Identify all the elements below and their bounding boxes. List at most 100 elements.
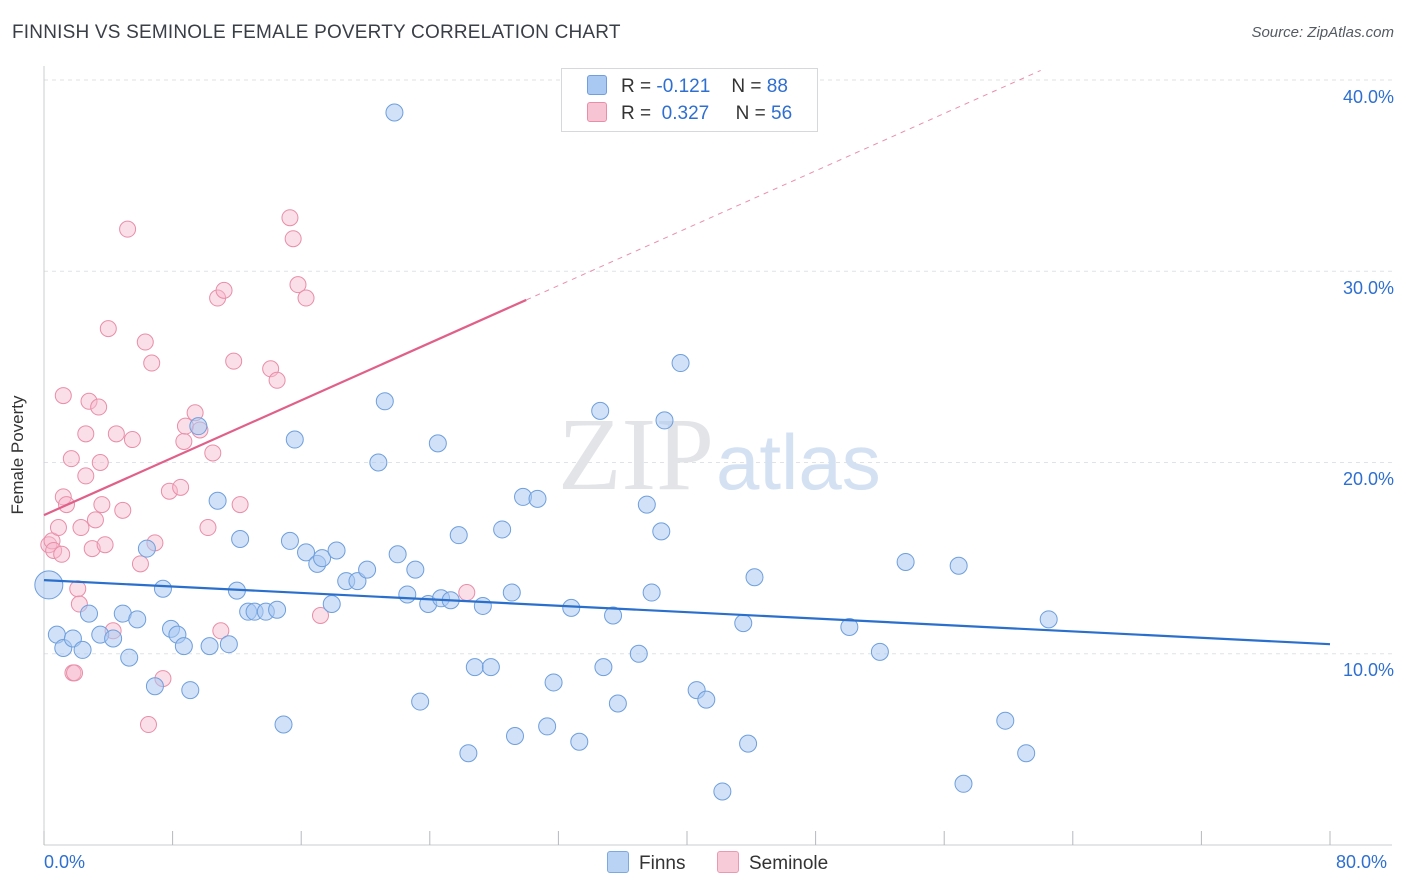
seminole-point	[93, 496, 111, 514]
finns-point	[570, 732, 589, 751]
seminole-point	[311, 607, 329, 624]
seminole-point	[86, 511, 104, 529]
y-tick-label-40: 40.0%	[1342, 87, 1394, 107]
finns-point	[591, 401, 610, 420]
series-legend: Finns Seminole	[0, 851, 1406, 877]
finns-point	[502, 583, 521, 602]
seminole-point	[215, 281, 233, 299]
finns-n-value: 88	[766, 76, 788, 97]
finns-point	[174, 637, 193, 656]
legend-item-seminole[interactable]: Seminole	[717, 851, 828, 877]
seminole-r-value: 0.327	[661, 103, 710, 124]
y-tick-label-20: 20.0%	[1342, 469, 1394, 489]
finns-r-label: R =	[621, 76, 652, 97]
finns-point	[327, 541, 346, 560]
seminole-point	[172, 478, 190, 496]
seminole-points	[40, 209, 476, 734]
finns-point	[385, 103, 404, 122]
finns-point	[375, 392, 394, 411]
finns-point	[734, 614, 753, 633]
finns-point	[285, 430, 304, 449]
seminole-legend-label: Seminole	[749, 853, 829, 874]
chart-title: FINNISH VS SEMINOLE FEMALE POVERTY CORRE…	[12, 22, 621, 43]
watermark-zip: ZIP	[558, 397, 714, 512]
finns-point	[73, 640, 92, 659]
correlation-legend: R = -0.121 N = 88 R = 0.327 N = 56	[561, 68, 818, 132]
finns-point	[104, 629, 123, 648]
seminole-point	[139, 716, 157, 734]
finns-point	[949, 556, 968, 575]
seminole-point	[99, 320, 117, 338]
seminole-point	[175, 432, 193, 450]
finns-point	[655, 411, 674, 430]
seminole-point	[45, 541, 63, 559]
watermark-atlas: atlas	[716, 418, 881, 506]
finns-point	[745, 568, 764, 587]
finns-point	[493, 520, 512, 539]
finns-point	[465, 658, 484, 677]
x-tick-label-min: 0.0%	[44, 852, 86, 872]
source-credit: Source: ZipAtlas.com	[1251, 24, 1394, 41]
seminole-point	[160, 482, 178, 500]
finns-point	[219, 635, 238, 654]
seminole-point	[297, 289, 315, 307]
seminole-point	[199, 519, 217, 537]
finns-swatch	[587, 75, 607, 95]
finns-point	[274, 715, 293, 734]
finns-point	[120, 648, 139, 667]
finns-point	[153, 579, 172, 598]
finns-point	[297, 543, 316, 562]
seminole-point	[66, 664, 84, 682]
finns-point	[189, 417, 208, 436]
seminole-point	[231, 496, 249, 514]
seminole-point	[143, 354, 161, 372]
legend-item-finns[interactable]: Finns	[607, 851, 685, 877]
seminole-point	[53, 545, 71, 563]
finns-trend-line	[43, 579, 1331, 646]
grid-layer	[44, 79, 1392, 655]
finns-point	[996, 711, 1015, 730]
finns-point	[642, 583, 661, 602]
finns-point	[671, 354, 690, 373]
finns-point	[348, 572, 367, 591]
seminole-legend-swatch	[717, 851, 739, 873]
finns-r-value: -0.121	[656, 76, 711, 97]
watermark: ZIP atlas	[558, 397, 881, 512]
seminole-point	[80, 392, 98, 410]
finns-point	[280, 531, 299, 550]
seminole-n-value: 56	[771, 103, 793, 124]
seminole-point	[289, 276, 307, 294]
finns-point	[604, 606, 623, 625]
finns-point	[322, 595, 341, 614]
seminole-point	[107, 425, 125, 443]
finns-point	[637, 495, 656, 514]
finns-point	[1017, 744, 1036, 763]
seminole-point	[90, 398, 108, 416]
finns-legend-swatch	[607, 851, 629, 873]
finns-point	[231, 530, 250, 548]
trend-lines	[43, 69, 1331, 646]
finns-point	[739, 734, 758, 753]
finns-point	[538, 717, 557, 736]
finns-legend-label: Finns	[639, 853, 686, 874]
finns-point	[313, 549, 332, 568]
finns-point	[594, 658, 613, 677]
finns-point	[128, 610, 147, 629]
legend-row-seminole: R = 0.327 N = 56	[587, 101, 792, 127]
seminole-point	[281, 209, 299, 227]
seminole-point	[77, 467, 95, 485]
finns-point	[411, 692, 430, 711]
finns-point	[398, 585, 417, 604]
finns-point	[406, 560, 425, 579]
finns-points	[34, 103, 1058, 801]
legend-row-finns: R = -0.121 N = 88	[587, 74, 788, 100]
finns-point	[358, 560, 377, 579]
x-tick-label-max: 80.0%	[1336, 852, 1388, 872]
seminole-r-label: R =	[621, 103, 652, 124]
y-tick-label-10: 10.0%	[1342, 660, 1394, 680]
finns-point	[481, 658, 500, 677]
finns-point	[473, 596, 492, 615]
finns-point	[954, 774, 973, 793]
seminole-swatch	[587, 102, 607, 122]
seminole-n-label: N =	[735, 103, 766, 124]
